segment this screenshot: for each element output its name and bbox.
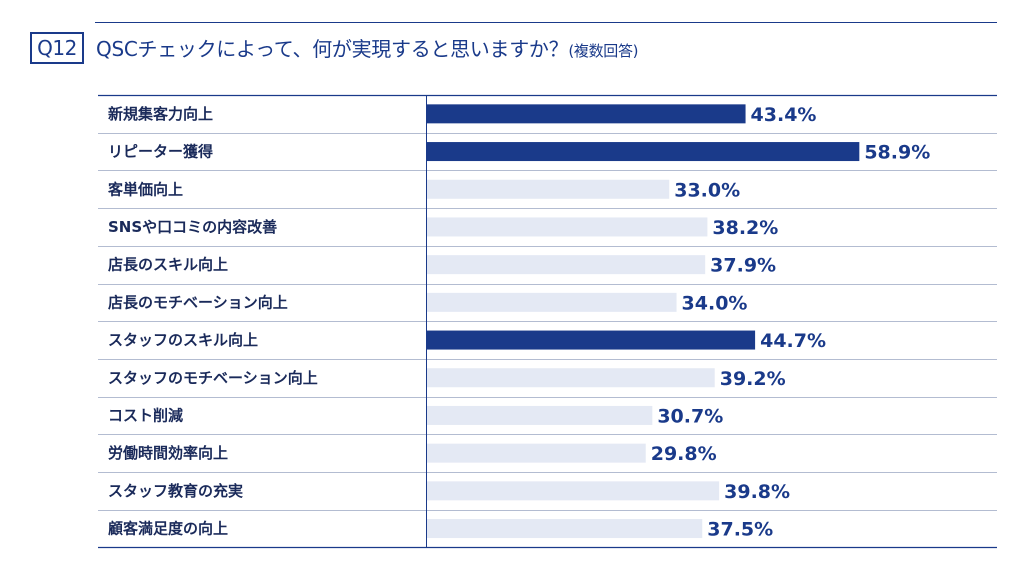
value-label: 30.7% — [657, 405, 723, 427]
bar — [427, 292, 677, 312]
bar — [427, 255, 706, 275]
bar — [427, 519, 703, 539]
header-rule — [95, 22, 997, 23]
question-note: (複数回答) — [568, 42, 639, 60]
question-title: QSCチェックによって、何が実現すると思いますか？(複数回答) — [96, 36, 639, 64]
value-label: 44.7% — [760, 330, 826, 352]
bar — [427, 217, 708, 237]
category-label: スタッフのモチベーション向上 — [108, 369, 318, 387]
question-text: QSCチェックによって、何が実現すると思いますか？ — [96, 37, 569, 61]
value-label: 39.2% — [720, 368, 786, 390]
category-label: 店長のモチベーション向上 — [108, 293, 288, 311]
category-label: コスト削減 — [108, 406, 183, 424]
category-label: 新規集客力向上 — [108, 105, 213, 123]
bar — [427, 179, 670, 199]
bar — [427, 368, 715, 388]
value-label: 37.9% — [710, 255, 776, 277]
value-label: 58.9% — [864, 142, 930, 164]
category-label: SNSや口コミの内容改善 — [108, 218, 277, 236]
category-label: 店長のスキル向上 — [108, 256, 228, 274]
bar — [427, 443, 646, 463]
category-label: 客単価向上 — [107, 180, 183, 198]
category-label: スタッフ教育の充実 — [108, 482, 243, 500]
bar — [427, 142, 860, 162]
value-label: 37.5% — [707, 519, 773, 541]
bar — [427, 481, 720, 501]
value-label: 43.4% — [751, 104, 817, 126]
value-label: 38.2% — [712, 217, 778, 239]
value-label: 33.0% — [674, 179, 740, 201]
category-label: スタッフのスキル向上 — [108, 331, 258, 349]
value-label: 34.0% — [682, 292, 748, 314]
bar — [427, 330, 756, 350]
category-label: リピーター獲得 — [108, 143, 213, 161]
question-number-badge: Q12 — [30, 32, 84, 64]
bar — [427, 405, 653, 425]
bar — [427, 104, 746, 124]
value-label: 39.8% — [724, 481, 790, 503]
value-label: 29.8% — [651, 443, 717, 465]
category-label: 労働時間効率向上 — [108, 444, 228, 462]
category-label: 顧客満足度の向上 — [108, 520, 228, 538]
